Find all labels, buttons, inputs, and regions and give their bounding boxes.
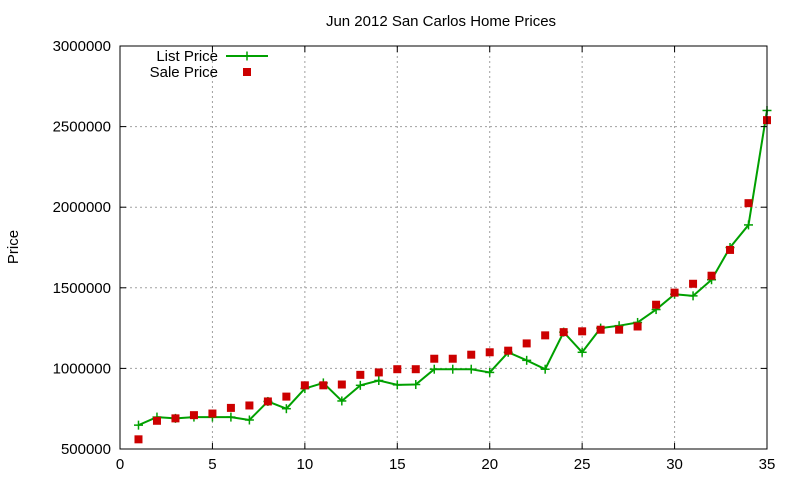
- legend-swatch-marker: [242, 51, 252, 61]
- sale-price-point: [374, 368, 383, 377]
- sale-price-point: [411, 365, 420, 374]
- y-tick-label: 500000: [61, 441, 111, 458]
- x-tick-label: 15: [389, 456, 406, 473]
- sale-price-point: [282, 392, 291, 401]
- list-price-point: [244, 415, 254, 425]
- plot-frame: [119, 45, 768, 450]
- list-price-point: [411, 380, 421, 390]
- x-tick-label: 25: [574, 456, 591, 473]
- sale-price-point: [596, 325, 605, 334]
- sale-price-point: [522, 339, 531, 348]
- sale-price-point: [263, 397, 272, 406]
- sale-price-point: [171, 414, 180, 423]
- sale-price-point: [578, 327, 587, 336]
- sale-price-point: [226, 403, 235, 412]
- sale-price-point: [726, 245, 735, 254]
- series-list-price: [133, 105, 772, 430]
- list-price-point: [429, 364, 439, 374]
- legend-label: Sale Price: [150, 64, 218, 81]
- sale-price-point: [485, 348, 494, 357]
- list-price-point: [466, 364, 476, 374]
- sale-price-point: [430, 354, 439, 363]
- sale-price-point: [670, 288, 679, 297]
- series-sale-price: [134, 116, 771, 444]
- list-price-point: [448, 364, 458, 374]
- list-price-point: [744, 220, 754, 230]
- y-tick-label: 2000000: [53, 199, 111, 216]
- list-price-point: [281, 404, 291, 414]
- x-tick-label: 5: [208, 456, 216, 473]
- legend-swatch-marker: [243, 68, 251, 76]
- sale-price-point: [744, 199, 753, 208]
- list-price-point: [577, 347, 587, 357]
- sale-price-point: [504, 346, 513, 355]
- sale-price-point: [652, 300, 661, 309]
- list-price-point: [133, 420, 143, 430]
- sale-price-point: [189, 411, 198, 420]
- sale-price-point: [393, 365, 402, 374]
- sale-price-point: [152, 416, 161, 425]
- x-tick-label: 30: [666, 456, 683, 473]
- tick-labels: 0 5 10 15 20 25 30 35 500000 1000000 1500000 200000…: [53, 38, 776, 473]
- list-price-line: [138, 110, 768, 427]
- legend-label: List Price: [156, 48, 218, 65]
- sale-price-point: [300, 381, 309, 390]
- list-price-point: [355, 380, 365, 390]
- sale-price-point: [689, 279, 698, 288]
- list-price-point: [540, 364, 550, 374]
- sale-price-point: [208, 409, 217, 418]
- legend-entry-list-price: List Price: [156, 48, 268, 65]
- sale-price-point: [134, 435, 143, 444]
- y-axis-label: Price: [5, 230, 22, 264]
- sale-price-point: [319, 381, 328, 390]
- sale-price-point: [707, 271, 716, 280]
- grid-lines: [120, 46, 767, 449]
- x-tick-label: 10: [297, 456, 314, 473]
- y-tick-label: 1500000: [53, 280, 111, 297]
- y-tick-label: 3000000: [53, 38, 111, 55]
- list-price-point: [392, 380, 402, 390]
- sale-price-point: [541, 331, 550, 340]
- list-price-point: [485, 367, 495, 377]
- chart-title: Jun 2012 San Carlos Home Prices: [326, 13, 556, 30]
- plot-border: [119, 45, 768, 450]
- sale-price-point: [356, 370, 365, 379]
- x-tick-label: 0: [116, 456, 124, 473]
- legend-entry-sale-price: Sale Price: [150, 64, 251, 81]
- list-price-point: [522, 355, 532, 365]
- list-price-point: [688, 291, 698, 301]
- sale-price-point: [448, 354, 457, 363]
- list-price-point: [226, 412, 236, 422]
- x-tick-label: 20: [481, 456, 498, 473]
- list-price-point: [374, 375, 384, 385]
- series-layer: [133, 105, 772, 444]
- list-price-point: [337, 396, 347, 406]
- sale-price-point: [633, 322, 642, 331]
- y-tick-label: 2500000: [53, 119, 111, 136]
- x-tick-label: 35: [759, 456, 776, 473]
- sale-price-point: [615, 325, 624, 334]
- sale-price-point: [245, 401, 254, 410]
- y-tick-label: 1000000: [53, 360, 111, 377]
- sale-price-point: [467, 350, 476, 359]
- sale-price-point: [337, 380, 346, 389]
- sale-price-point: [559, 328, 568, 337]
